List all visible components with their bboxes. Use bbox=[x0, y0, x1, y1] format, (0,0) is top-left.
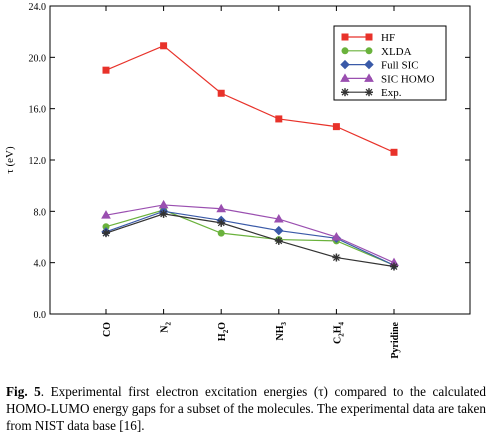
data-point-exp bbox=[390, 262, 398, 271]
y-tick-label: 4.0 bbox=[34, 259, 47, 270]
legend-marker bbox=[365, 88, 373, 97]
legend-label: HF bbox=[381, 32, 395, 44]
data-point-hf bbox=[217, 89, 225, 97]
y-axis: 0.0 4.0 8.0 12.0 16.0 20.0 24.0 bbox=[29, 2, 470, 321]
legend-label: Full SIC bbox=[381, 60, 419, 72]
line-chart: 0.0 4.0 8.0 12.0 16.0 20.0 24.0 CO N2 H2O NH3 C2H4… bbox=[4, 2, 471, 359]
y-tick-label: 12.0 bbox=[29, 156, 47, 167]
series-line-full-sic bbox=[105, 210, 395, 266]
x-tick-label: H2O bbox=[217, 322, 230, 341]
data-point-sic-homo bbox=[216, 203, 227, 213]
caption-text: . Experimental first electron excitation… bbox=[6, 384, 486, 433]
caption-label: Fig. 5 bbox=[6, 384, 41, 399]
legend-marker bbox=[341, 47, 349, 55]
legend-box bbox=[333, 25, 447, 101]
series-line-sic-homo bbox=[105, 204, 395, 264]
data-point-hf bbox=[390, 148, 398, 156]
y-tick-label: 24.0 bbox=[29, 2, 47, 13]
legend-label: XLDA bbox=[381, 46, 412, 58]
y-tick-label: 0.0 bbox=[34, 310, 47, 321]
figure-caption: Fig. 5. Experimental first electron exci… bbox=[6, 383, 486, 434]
data-point-full-sic bbox=[274, 225, 284, 236]
legend-marker bbox=[365, 33, 373, 41]
legend-marker bbox=[364, 73, 374, 82]
legend-marker bbox=[341, 88, 349, 97]
series-line-exp bbox=[105, 213, 395, 268]
legend-marker bbox=[340, 59, 350, 70]
x-axis: CO N2 H2O NH3 C2H4 Pyridine bbox=[102, 6, 401, 359]
y-axis-title: τ (eV) bbox=[4, 146, 16, 174]
data-point-exp bbox=[217, 218, 226, 227]
data-point-hf bbox=[160, 42, 168, 50]
data-point-sic-homo bbox=[158, 199, 169, 209]
series-exp bbox=[102, 209, 398, 271]
legend-label: Exp. bbox=[381, 87, 402, 99]
series-sic-homo bbox=[101, 199, 399, 267]
y-tick-label: 16.0 bbox=[29, 105, 47, 116]
y-tick-label: 20.0 bbox=[29, 53, 47, 64]
x-tick-label: N2 bbox=[160, 322, 173, 333]
legend-item-hf: HF bbox=[341, 32, 395, 44]
legend-item-sic-homo: SIC HOMO bbox=[340, 73, 435, 85]
legend-item-exp: Exp. bbox=[341, 87, 402, 99]
x-tick-label: NH3 bbox=[275, 322, 288, 341]
series-xlda bbox=[102, 206, 398, 269]
x-tick-label: CO bbox=[102, 322, 113, 337]
series-line-xlda bbox=[105, 209, 395, 266]
y-tick-label: 8.0 bbox=[34, 207, 47, 218]
legend-marker bbox=[341, 33, 349, 41]
data-point-sic-homo bbox=[273, 214, 284, 223]
data-point-exp bbox=[102, 229, 110, 238]
legend-marker bbox=[365, 47, 373, 55]
data-point-hf bbox=[275, 115, 283, 123]
data-point-hf bbox=[102, 66, 110, 74]
data-point-exp bbox=[159, 209, 168, 218]
series-line-hf bbox=[105, 45, 395, 153]
legend-marker bbox=[364, 59, 374, 70]
legend-label: SIC HOMO bbox=[381, 73, 435, 85]
legend-item-xlda: XLDA bbox=[341, 46, 412, 58]
series-hf bbox=[102, 42, 398, 156]
data-point-exp bbox=[274, 236, 283, 245]
x-tick-label: Pyridine bbox=[390, 321, 401, 358]
data-point-xlda bbox=[217, 229, 225, 237]
data-point-sic-homo bbox=[331, 231, 342, 241]
legend-marker bbox=[340, 73, 350, 82]
legend-item-full-sic: Full SIC bbox=[340, 59, 419, 72]
data-point-hf bbox=[332, 123, 340, 131]
data-point-sic-homo bbox=[101, 210, 111, 219]
series-layer bbox=[101, 42, 399, 271]
x-tick-label: C2H4 bbox=[332, 322, 345, 345]
data-point-exp bbox=[332, 253, 341, 262]
